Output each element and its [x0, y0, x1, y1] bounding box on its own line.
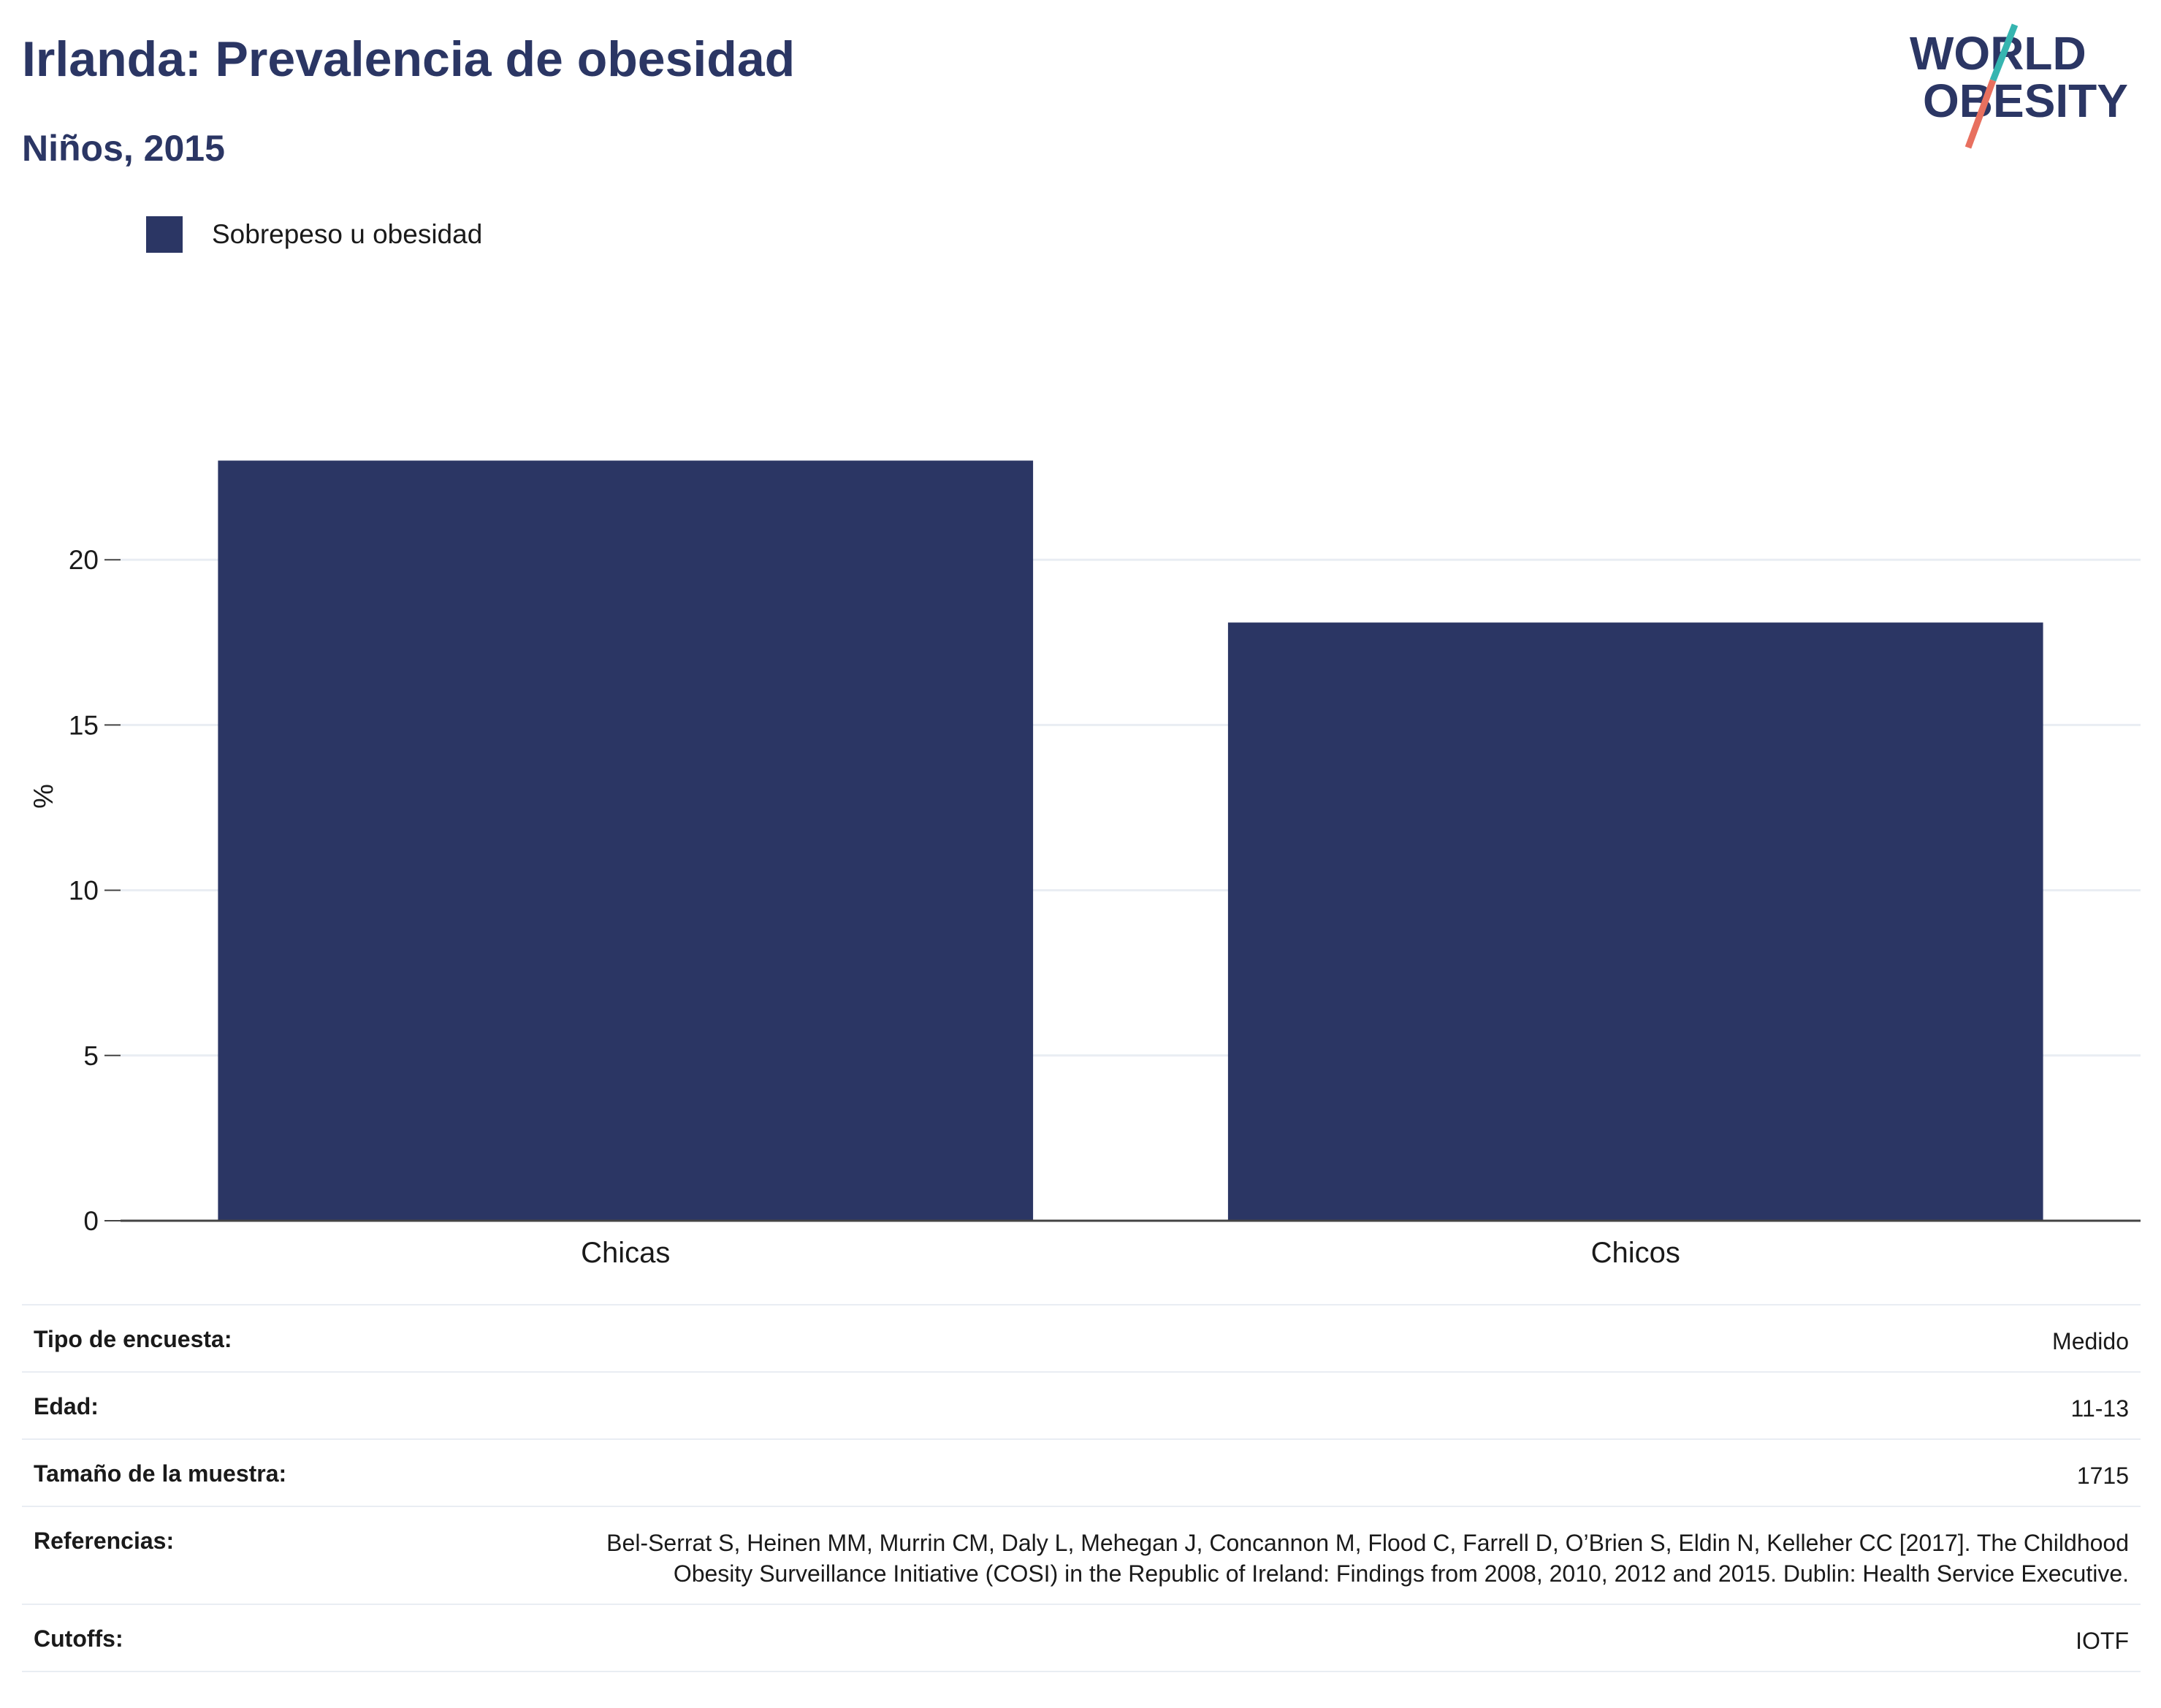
chart-subtitle: Niños, 2015: [22, 128, 225, 169]
info-row: Referencias: Bel-Serrat S, Heinen MM, Mur…: [22, 1506, 2141, 1604]
bar-chicos: [1227, 622, 2043, 1221]
info-row: Cutoffs: IOTF: [22, 1604, 2141, 1672]
logo-line2: OBESITY: [1923, 75, 2128, 127]
info-value: 11-13: [2070, 1395, 2129, 1422]
y-tick-label: 0: [83, 1206, 99, 1236]
bar-chicas: [218, 460, 1034, 1221]
y-axis-label: %: [28, 784, 59, 809]
logo-slash-coral: [1964, 79, 1997, 149]
x-tick-label: Chicos: [1591, 1237, 1680, 1269]
info-label: Tamaño de la muestra:: [34, 1460, 287, 1487]
legend-label: Sobrepeso u obesidad: [212, 219, 483, 249]
y-tick-label: 5: [83, 1041, 99, 1071]
bar-chart: 0 5 10 15 20% Chicas Chicos: [28, 460, 2141, 1269]
info-value: Bel-Serrat S, Heinen MM, Murrin CM, Daly…: [606, 1530, 2129, 1587]
info-label: Tipo de encuesta:: [34, 1326, 232, 1352]
y-tick-label: 20: [69, 545, 99, 575]
x-tick-label: Chicas: [581, 1237, 670, 1269]
info-label: Edad:: [34, 1393, 99, 1419]
legend[interactable]: Sobrepeso u obesidad: [146, 216, 482, 253]
info-table: Tipo de encuesta: Medido Edad: 11-13 Tamaño …: [22, 1304, 2141, 1672]
y-tick-label: 15: [69, 710, 99, 740]
info-row: Edad: 11-13: [22, 1371, 2141, 1438]
info-row: Tipo de encuesta: Medido: [22, 1304, 2141, 1371]
info-label: Cutoffs:: [34, 1625, 123, 1652]
legend-swatch: [146, 216, 183, 253]
info-row: Tamaño de la muestra: 1715: [22, 1438, 2141, 1506]
info-value: IOTF: [2076, 1628, 2129, 1654]
info-label: Referencias:: [34, 1528, 175, 1554]
world-obesity-logo: WORLD OBESITY: [1910, 23, 2128, 149]
info-value: 1715: [2076, 1463, 2129, 1489]
info-value: Medido: [2052, 1328, 2129, 1354]
y-tick-label: 10: [69, 876, 99, 906]
chart-title: Irlanda: Prevalencia de obesidad: [22, 31, 796, 87]
logo-slash-teal: [1989, 23, 2019, 82]
